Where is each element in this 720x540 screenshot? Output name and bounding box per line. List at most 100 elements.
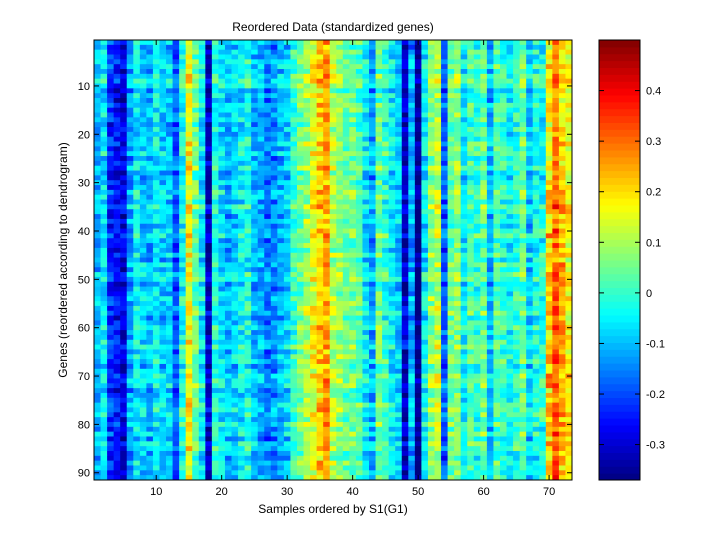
heatmap-cell	[513, 185, 521, 191]
heatmap-cell	[513, 209, 521, 215]
heatmap-cell	[460, 330, 468, 336]
heatmap-cell	[342, 344, 350, 350]
heatmap-cell	[251, 54, 259, 60]
heatmap-cell	[192, 305, 200, 312]
heatmap-cell	[395, 243, 403, 249]
heatmap-cell	[172, 194, 180, 200]
heatmap-cell	[290, 189, 298, 196]
heatmap-cell	[395, 40, 403, 46]
heatmap-cell	[152, 315, 160, 321]
heatmap-cell	[447, 40, 455, 46]
heatmap-cell	[277, 257, 285, 263]
heatmap-cell	[545, 180, 553, 186]
heatmap-cell	[316, 247, 324, 254]
heatmap-cell	[414, 267, 422, 273]
heatmap-cell	[185, 223, 193, 229]
heatmap-cell	[257, 73, 265, 80]
heatmap-cell	[447, 262, 455, 268]
heatmap-cell	[382, 40, 390, 46]
heatmap-cell	[473, 243, 481, 249]
heatmap-cell	[499, 69, 507, 75]
heatmap-cell	[565, 165, 573, 171]
heatmap-cell	[152, 243, 160, 249]
heatmap-cell	[441, 73, 448, 80]
heatmap-cell	[152, 107, 160, 113]
heatmap-cell	[166, 122, 173, 128]
heatmap-cell	[310, 136, 318, 142]
heatmap-cell	[251, 267, 259, 273]
heatmap-cell	[519, 301, 527, 307]
heatmap-cell	[480, 107, 488, 113]
heatmap-cell	[296, 160, 304, 167]
heatmap-cell	[251, 218, 259, 225]
heatmap-cell	[120, 93, 128, 99]
heatmap-cell	[179, 107, 187, 113]
heatmap-cell	[342, 93, 350, 99]
heatmap-cell	[323, 315, 331, 321]
heatmap-cell	[401, 252, 409, 258]
heatmap-cell	[486, 272, 494, 278]
heatmap-cell	[427, 363, 435, 370]
heatmap-cell	[545, 320, 553, 326]
heatmap-cell	[349, 204, 357, 210]
heatmap-cell	[355, 185, 363, 191]
heatmap-cell	[539, 146, 547, 152]
heatmap-cell	[499, 93, 507, 99]
heatmap-cell	[146, 339, 154, 346]
heatmap-cell	[355, 102, 363, 109]
heatmap-cell	[526, 320, 534, 326]
heatmap-cell	[526, 189, 534, 196]
heatmap-cell	[231, 310, 239, 317]
heatmap-cell	[244, 189, 252, 196]
heatmap-cell	[427, 131, 435, 138]
heatmap-cell	[375, 334, 383, 341]
heatmap-cell	[224, 354, 232, 360]
heatmap-cell	[270, 127, 278, 133]
heatmap-cell	[277, 73, 285, 80]
heatmap-cell	[565, 88, 573, 94]
heatmap-cell	[513, 305, 521, 312]
heatmap-cell	[133, 112, 141, 118]
heatmap-cell	[192, 146, 200, 152]
heatmap-cell	[323, 185, 331, 191]
heatmap-cell	[336, 204, 344, 210]
heatmap-cell	[172, 354, 180, 360]
heatmap-cell	[238, 136, 245, 142]
heatmap-cell	[473, 44, 481, 51]
heatmap-cell	[113, 93, 121, 99]
heatmap-cell	[506, 354, 514, 360]
heatmap-cell	[251, 349, 259, 355]
heatmap-cell	[198, 170, 206, 176]
heatmap-cell	[342, 78, 350, 84]
heatmap-cell	[499, 136, 507, 142]
heatmap-cell	[107, 185, 115, 191]
heatmap-cell	[277, 160, 285, 167]
heatmap-cell	[473, 78, 481, 84]
heatmap-cell	[480, 69, 488, 75]
heatmap-cell	[545, 49, 553, 55]
heatmap-cell	[192, 160, 200, 167]
heatmap-cell	[244, 272, 252, 278]
heatmap-cell	[296, 156, 304, 162]
heatmap-cell	[264, 93, 272, 99]
heatmap-cell	[382, 59, 390, 65]
heatmap-cell	[224, 141, 232, 147]
heatmap-cell	[414, 54, 422, 60]
heatmap-cell	[441, 262, 448, 268]
heatmap-cell	[355, 199, 363, 205]
heatmap-cell	[283, 49, 291, 55]
heatmap-cell	[473, 49, 481, 55]
heatmap-cell	[441, 330, 448, 336]
heatmap-cell	[152, 83, 160, 89]
heatmap-cell	[126, 320, 134, 326]
heatmap-cell	[277, 40, 285, 46]
heatmap-cell	[336, 107, 344, 113]
heatmap-cell	[441, 276, 448, 283]
heatmap-cell	[251, 88, 259, 94]
heatmap-cell	[342, 122, 350, 128]
heatmap-cell	[486, 175, 494, 181]
heatmap-cell	[251, 247, 259, 254]
heatmap-cell	[342, 330, 350, 336]
heatmap-cell	[310, 310, 318, 317]
heatmap-cell	[369, 325, 376, 331]
